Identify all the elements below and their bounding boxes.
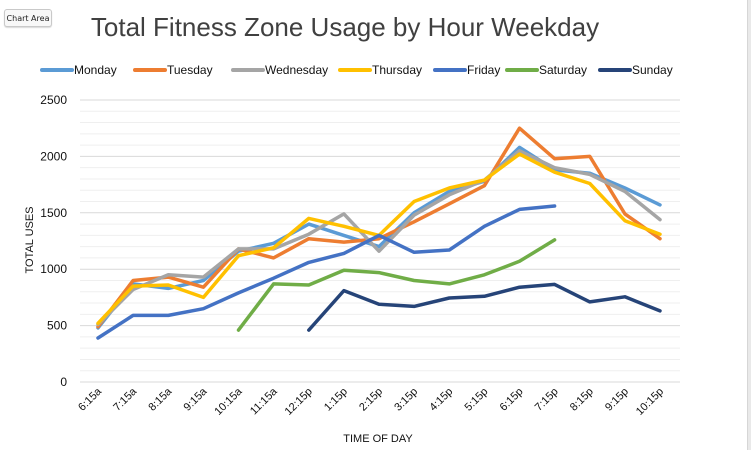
window-right-edge	[747, 0, 751, 450]
legend-item-sunday: Sunday	[598, 63, 673, 77]
x-tick-label: 10:15a	[212, 385, 245, 418]
legend-item-friday: Friday	[433, 63, 500, 77]
x-tick-label: 11:15a	[248, 385, 280, 417]
y-tick-label: 1500	[40, 206, 67, 220]
gridlines	[80, 99, 680, 383]
y-tick-label: 2500	[40, 93, 67, 107]
x-tick-label: 7:15a	[111, 385, 140, 414]
legend-label: Sunday	[632, 63, 673, 77]
x-axis-title: TIME OF DAY	[343, 433, 413, 445]
legend-item-saturday: Saturday	[505, 63, 587, 77]
legend-item-tuesday: Tuesday	[133, 63, 213, 77]
chart-title: Total Fitness Zone Usage by Hour Weekday	[91, 12, 599, 42]
series-line-friday	[96, 204, 557, 340]
legend-label: Thursday	[372, 63, 422, 77]
series-lines	[96, 126, 662, 340]
x-tick-label: 9:15a	[182, 385, 211, 414]
legend-item-monday: Monday	[40, 63, 117, 77]
series-line-sunday	[307, 282, 662, 332]
chart-legend: Monday Tuesday Wednesday Thursday Friday Satu…	[40, 63, 673, 77]
legend-label: Wednesday	[265, 63, 328, 77]
y-tick-label: 0	[60, 375, 67, 389]
series-line-saturday	[236, 238, 557, 332]
y-tick-label: 2000	[40, 149, 67, 163]
series-line-tuesday	[96, 126, 662, 329]
x-tick-label: 5:15p	[463, 386, 491, 414]
x-tick-label: 6:15a	[76, 385, 105, 414]
x-tick-label: 3:15p	[392, 386, 420, 414]
x-tick-label: 9:15p	[603, 386, 631, 414]
x-tick-label: 8:15a	[146, 385, 175, 414]
y-axis-title: TOTAL USES	[24, 206, 36, 273]
x-axis-ticks: 6:15a 7:15a 8:15a 9:15a 10:15a 11:15a 12:15p 1:…	[76, 385, 666, 418]
x-tick-label: 7:15p	[533, 386, 561, 414]
x-tick-label: 4:15p	[427, 386, 455, 414]
legend-label: Saturday	[539, 63, 587, 77]
y-tick-label: 1000	[40, 262, 67, 276]
legend-item-thursday: Thursday	[338, 63, 422, 77]
x-tick-label: 6:15p	[498, 386, 526, 414]
legend-item-wednesday: Wednesday	[231, 63, 328, 77]
x-tick-label: 10:15p	[634, 386, 666, 418]
legend-label: Monday	[74, 63, 117, 77]
series-line-wednesday	[96, 149, 662, 327]
x-tick-label: 1:15p	[322, 386, 350, 414]
x-tick-label: 8:15p	[568, 386, 596, 414]
legend-label: Tuesday	[167, 63, 213, 77]
legend-label: Friday	[467, 63, 500, 77]
y-tick-label: 500	[47, 319, 67, 333]
chart-area-tooltip[interactable]: Chart Area	[4, 9, 52, 27]
x-tick-label: 2:15p	[357, 386, 385, 414]
x-tick-label: 12:15p	[283, 386, 315, 418]
y-axis-ticks: 0 500 1000 1500 2000 2500	[40, 93, 67, 389]
